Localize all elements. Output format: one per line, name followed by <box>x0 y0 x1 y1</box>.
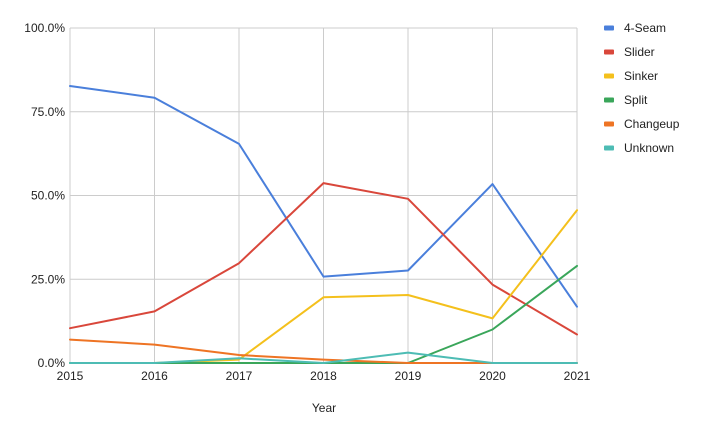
legend-label: Changeup <box>624 117 680 131</box>
x-tick-label: 2017 <box>226 369 253 383</box>
legend-item-4-seam: 4-Seam <box>604 21 666 35</box>
legend-swatch <box>604 25 614 31</box>
legend-item-split: Split <box>604 93 648 107</box>
legend-swatch <box>604 49 614 55</box>
legend-label: Sinker <box>624 69 658 83</box>
x-tick-label: 2016 <box>141 369 168 383</box>
series-lines <box>69 85 578 364</box>
legend-label: Slider <box>624 45 655 59</box>
x-tick-label: 2015 <box>57 369 84 383</box>
y-tick-label: 100.0% <box>24 21 65 35</box>
legend-swatch <box>604 121 614 127</box>
axes: 0.0% 25.0% 50.0% 75.0% 100.0% 2015 2016 2017 201… <box>24 21 590 383</box>
x-tick-label: 2020 <box>479 369 506 383</box>
y-tick-label: 75.0% <box>31 105 65 119</box>
grid-lines <box>69 27 578 364</box>
y-tick-label: 50.0% <box>31 189 65 203</box>
legend-item-slider: Slider <box>604 45 655 59</box>
legend-item-changeup: Changeup <box>604 117 680 131</box>
x-axis-title: Year <box>312 401 336 415</box>
x-tick-label: 2018 <box>310 369 337 383</box>
legend-swatch <box>604 145 614 151</box>
legend: 4-Seam Slider Sinker Split Changeup Unknown <box>604 21 680 155</box>
legend-swatch <box>604 73 614 79</box>
legend-item-sinker: Sinker <box>604 69 658 83</box>
legend-item-unknown: Unknown <box>604 141 674 155</box>
y-tick-label: 0.0% <box>38 356 66 370</box>
legend-label: Unknown <box>624 141 674 155</box>
y-tick-label: 25.0% <box>31 272 65 286</box>
legend-label: 4-Seam <box>624 21 666 35</box>
legend-swatch <box>604 97 614 103</box>
legend-label: Split <box>624 93 648 107</box>
x-tick-label: 2019 <box>395 369 422 383</box>
x-tick-label: 2021 <box>564 369 591 383</box>
